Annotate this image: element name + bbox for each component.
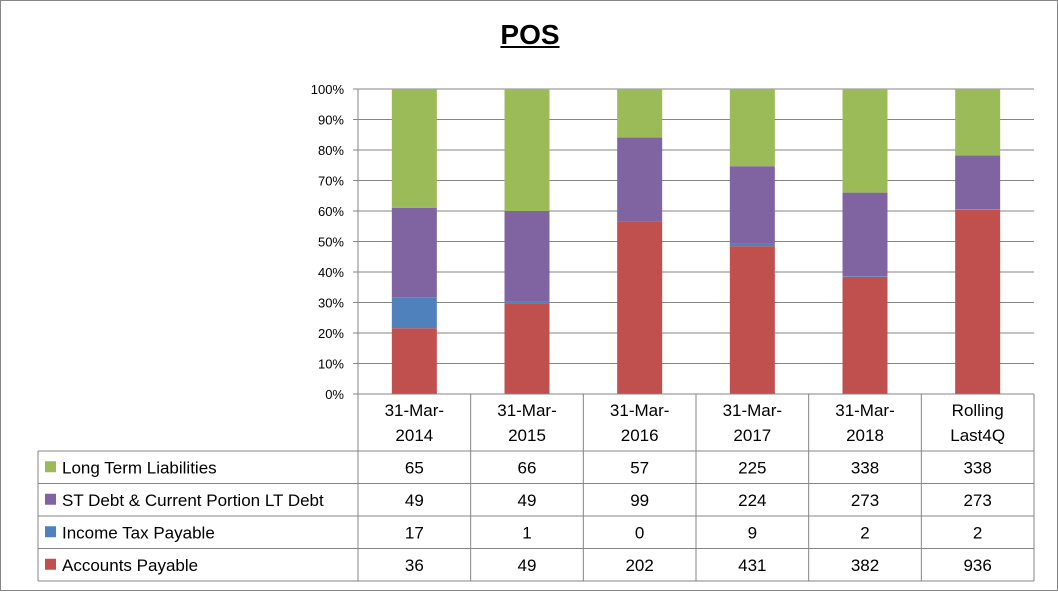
bar-segment xyxy=(843,193,888,277)
x-category-label: 31-Mar- xyxy=(497,401,557,420)
x-category-label: 2018 xyxy=(846,426,884,445)
x-category-label: 2016 xyxy=(621,426,659,445)
bar-segment xyxy=(392,328,437,394)
bar-segment xyxy=(392,208,437,297)
bar-segment xyxy=(617,89,662,138)
bar-segment xyxy=(392,89,437,208)
data-label: 431 xyxy=(738,556,766,575)
data-label: 49 xyxy=(405,491,424,510)
bar-segment xyxy=(955,89,1000,156)
bar-segment xyxy=(617,138,662,222)
data-label: 0 xyxy=(635,523,644,542)
bar-segment xyxy=(617,222,662,394)
data-label: 65 xyxy=(405,458,424,477)
bar-segment xyxy=(843,277,888,394)
y-tick-label: 50% xyxy=(318,235,344,250)
data-label: 66 xyxy=(518,458,537,477)
x-category-label: 2015 xyxy=(508,426,546,445)
y-tick-label: 20% xyxy=(318,326,344,341)
bar-segment xyxy=(955,156,1000,210)
y-tick-label: 10% xyxy=(318,357,344,372)
data-label: 9 xyxy=(748,523,757,542)
data-label: 49 xyxy=(518,491,537,510)
data-label: 224 xyxy=(738,491,766,510)
legend-swatch xyxy=(45,559,56,570)
legend-swatch xyxy=(45,494,56,505)
data-label: 936 xyxy=(963,556,991,575)
data-label: 225 xyxy=(738,458,766,477)
bar-segment xyxy=(843,276,888,277)
x-category-label: Last4Q xyxy=(950,426,1005,445)
x-category-label: 31-Mar- xyxy=(385,401,445,420)
data-label: 273 xyxy=(963,491,991,510)
x-category-label: 2014 xyxy=(395,426,433,445)
legend-label: Long Term Liabilities xyxy=(62,458,217,477)
legend-swatch xyxy=(45,461,56,472)
y-tick-label: 90% xyxy=(318,113,344,128)
y-tick-label: 70% xyxy=(318,174,344,189)
bar-segment xyxy=(730,166,775,243)
bar-segment xyxy=(505,302,550,304)
x-category-label: 31-Mar- xyxy=(610,401,670,420)
y-tick-label: 80% xyxy=(318,143,344,158)
y-tick-label: 0% xyxy=(325,387,344,402)
x-category-label: 31-Mar- xyxy=(723,401,783,420)
bar-segment xyxy=(505,303,550,394)
data-label: 338 xyxy=(851,458,879,477)
legend-label: Income Tax Payable xyxy=(62,523,215,542)
legend-swatch xyxy=(45,526,56,537)
legend-label: Accounts Payable xyxy=(62,556,198,575)
data-label: 17 xyxy=(405,523,424,542)
bar-segment xyxy=(505,89,550,211)
y-tick-label: 40% xyxy=(318,265,344,280)
data-label: 36 xyxy=(405,556,424,575)
data-label: 99 xyxy=(630,491,649,510)
data-label: 1 xyxy=(522,523,531,542)
data-label: 273 xyxy=(851,491,879,510)
y-tick-label: 60% xyxy=(318,204,344,219)
data-label: 382 xyxy=(851,556,879,575)
bar-segment xyxy=(730,246,775,394)
x-category-label: Rolling xyxy=(952,401,1004,420)
bar-segment xyxy=(730,89,775,166)
data-label: 49 xyxy=(518,556,537,575)
data-label: 338 xyxy=(963,458,991,477)
y-tick-label: 30% xyxy=(318,296,344,311)
legend-label: ST Debt & Current Portion LT Debt xyxy=(62,491,324,510)
bar-segment xyxy=(955,210,1000,394)
data-label: 2 xyxy=(973,523,982,542)
bar-segment xyxy=(392,297,437,328)
data-label: 202 xyxy=(625,556,653,575)
data-label: 2 xyxy=(860,523,869,542)
x-category-label: 31-Mar- xyxy=(835,401,895,420)
y-tick-label: 100% xyxy=(311,82,345,97)
x-category-label: 2017 xyxy=(733,426,771,445)
bar-segment xyxy=(730,243,775,246)
data-label: 57 xyxy=(630,458,649,477)
bar-segment xyxy=(843,89,888,193)
bar-segment xyxy=(505,211,550,302)
